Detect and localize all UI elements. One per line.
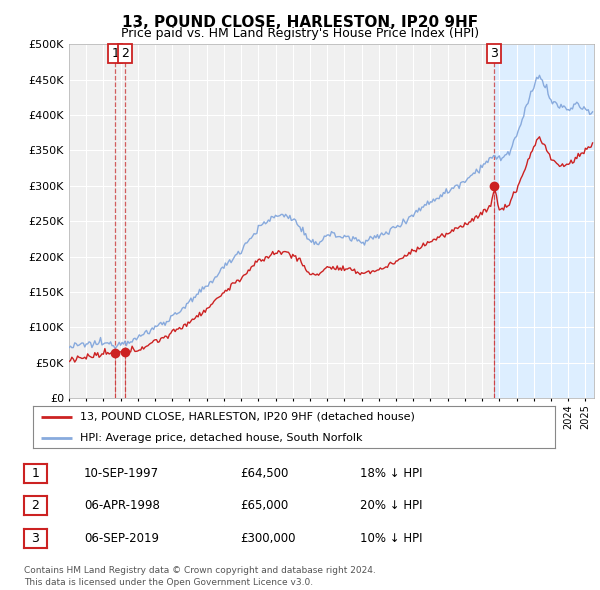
Text: £65,000: £65,000 <box>240 499 288 513</box>
Text: 18% ↓ HPI: 18% ↓ HPI <box>360 467 422 480</box>
Text: 3: 3 <box>31 532 40 545</box>
Text: 2: 2 <box>121 47 129 60</box>
Text: Price paid vs. HM Land Registry's House Price Index (HPI): Price paid vs. HM Land Registry's House … <box>121 27 479 40</box>
Text: 20% ↓ HPI: 20% ↓ HPI <box>360 499 422 513</box>
Text: 06-SEP-2019: 06-SEP-2019 <box>84 532 159 545</box>
Text: 06-APR-1998: 06-APR-1998 <box>84 499 160 513</box>
Text: 10% ↓ HPI: 10% ↓ HPI <box>360 532 422 545</box>
Text: 1: 1 <box>31 467 40 480</box>
Text: 3: 3 <box>490 47 498 60</box>
Text: 13, POUND CLOSE, HARLESTON, IP20 9HF (detached house): 13, POUND CLOSE, HARLESTON, IP20 9HF (de… <box>80 412 415 421</box>
Text: £300,000: £300,000 <box>240 532 296 545</box>
Text: HPI: Average price, detached house, South Norfolk: HPI: Average price, detached house, Sout… <box>80 433 362 442</box>
Text: Contains HM Land Registry data © Crown copyright and database right 2024.
This d: Contains HM Land Registry data © Crown c… <box>24 566 376 587</box>
Bar <box>494 44 594 398</box>
Text: 1: 1 <box>112 47 119 60</box>
Text: 10-SEP-1997: 10-SEP-1997 <box>84 467 159 480</box>
Text: 2: 2 <box>31 499 40 513</box>
Text: 13, POUND CLOSE, HARLESTON, IP20 9HF: 13, POUND CLOSE, HARLESTON, IP20 9HF <box>122 15 478 30</box>
Text: £64,500: £64,500 <box>240 467 289 480</box>
